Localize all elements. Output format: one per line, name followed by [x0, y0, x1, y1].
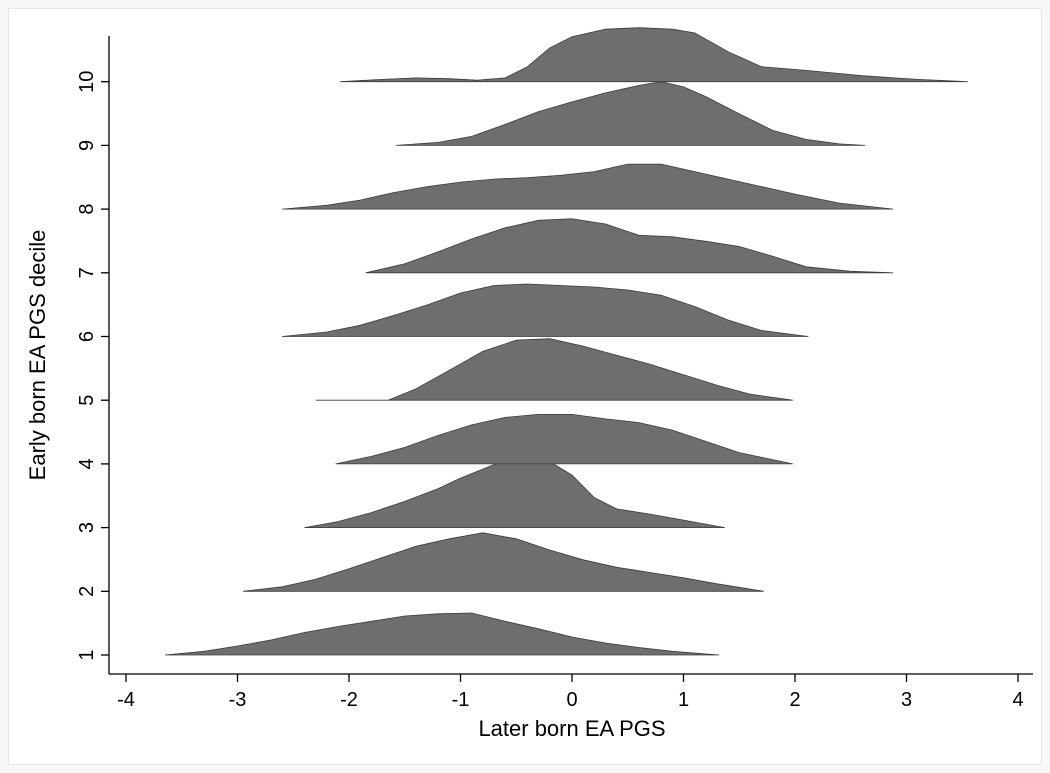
y-axis-title: Early born EA PGS decile: [25, 230, 50, 481]
ridge-decile-7: [365, 218, 894, 274]
y-ticks-group: 1 2 3 4 5 6 7 8 9 10: [76, 71, 109, 661]
y-tick-label: 4: [76, 458, 98, 469]
y-tick-label: 9: [76, 140, 98, 151]
y-tick-label: 5: [76, 395, 98, 406]
y-tick-label: 1: [76, 649, 98, 660]
y-tick-label: 8: [76, 204, 98, 215]
y-tick-label: 6: [76, 331, 98, 342]
y-tick-label: 2: [76, 586, 98, 597]
ridge-decile-4: [335, 414, 793, 465]
x-tick-label: 4: [1012, 689, 1023, 711]
x-axis-title: Later born EA PGS: [478, 716, 665, 741]
y-tick-label: 10: [76, 71, 98, 93]
ridge-decile-5: [315, 338, 793, 401]
x-tick-label: 1: [678, 689, 689, 711]
x-tick-label: -1: [452, 689, 470, 711]
x-tick-label: 0: [566, 689, 577, 711]
ridge-decile-6: [282, 283, 809, 337]
x-tick-label: 3: [901, 689, 912, 711]
ridge-decile-2: [243, 532, 764, 592]
y-tick-label: 7: [76, 267, 98, 278]
ridge-decile-1: [164, 612, 720, 656]
ridge-decile-8: [282, 163, 894, 210]
ridges-group: [164, 27, 968, 656]
x-tick-label: -4: [117, 689, 135, 711]
x-tick-label: 2: [789, 689, 800, 711]
ridge-decile-9: [395, 81, 866, 146]
x-ticks-group: -4 -3 -2 -1 0 1 2 3 4: [117, 674, 1024, 711]
ridge-decile-10: [340, 27, 968, 83]
x-tick-label: -2: [340, 689, 358, 711]
ridge-decile-3: [304, 455, 725, 528]
x-tick-label: -3: [229, 689, 247, 711]
y-tick-label: 3: [76, 522, 98, 533]
